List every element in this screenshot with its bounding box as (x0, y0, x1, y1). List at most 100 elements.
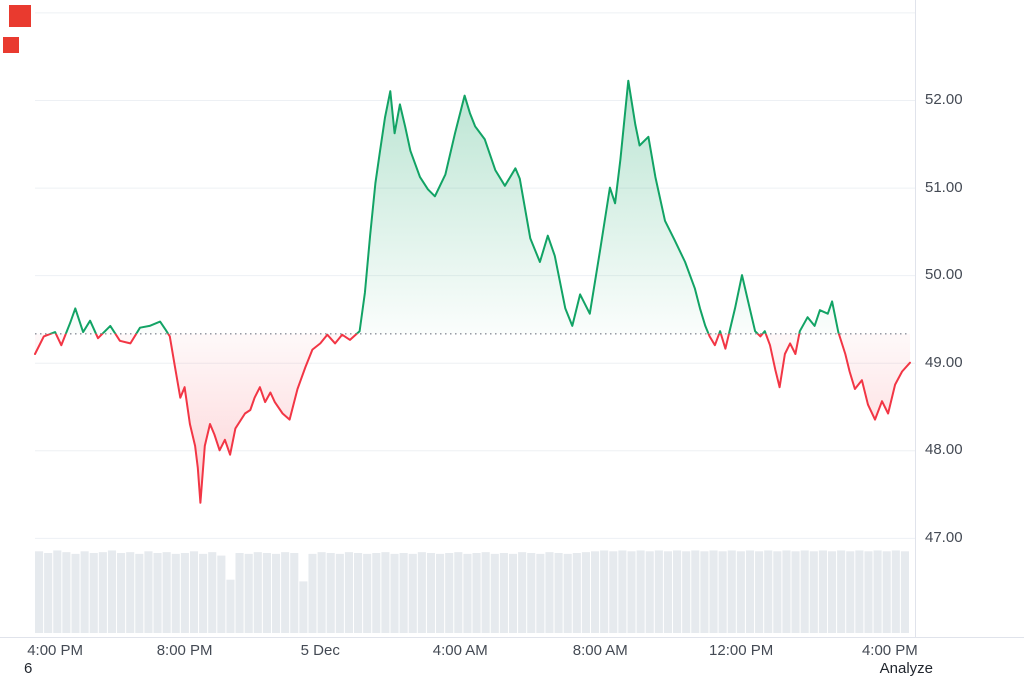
volume-bar (463, 553, 472, 633)
volume-bar (390, 553, 399, 633)
volume-bar (44, 553, 53, 633)
volume-bar (618, 550, 627, 633)
volume-bar (199, 553, 208, 633)
volume-bar (454, 552, 463, 633)
volume-bar (682, 551, 691, 633)
volume-bar (208, 552, 217, 633)
red-marker-bottom-icon (3, 37, 19, 53)
volume-bar (581, 552, 590, 633)
volume-bar (891, 550, 900, 633)
price-tick-label: 50.00 (925, 266, 963, 284)
volume-bar (791, 551, 800, 633)
time-tick-label: 5 Dec (300, 642, 340, 659)
volume-bar (718, 551, 727, 633)
price-tick-label: 52.00 (925, 91, 963, 108)
volume-bar (281, 552, 290, 633)
volume-bar (809, 551, 818, 633)
volume-bar (326, 553, 335, 633)
price-tick-label: 51.00 (925, 178, 963, 196)
volume-bar (153, 553, 162, 633)
volume-bar (426, 553, 436, 633)
volume-bar (317, 552, 326, 633)
red-marker-top-icon (9, 5, 31, 27)
volume-bar (53, 550, 62, 633)
volume-bar (590, 551, 600, 633)
volume-bar (89, 553, 98, 633)
volume-bar (782, 550, 791, 633)
volume-bar (299, 581, 308, 633)
volume-bar (536, 553, 545, 633)
price-line-up (47, 79, 840, 334)
time-axis[interactable]: 4:00 PM 8:00 PM 5 Dec 4:00 AM 8:00 AM 12:00 P… (0, 637, 918, 663)
volume-bar (381, 552, 390, 633)
volume-bar (855, 550, 864, 633)
price-line-down (34, 333, 911, 504)
volume-bar (335, 553, 344, 633)
volume-bar (490, 553, 499, 633)
area-fill-down (35, 333, 910, 503)
volume-bar (417, 552, 426, 633)
price-tick-label: 47.00 (925, 528, 963, 546)
volume-bar (600, 550, 609, 633)
volume-bar (363, 553, 372, 633)
volume-bar (700, 551, 709, 633)
volume-bar (271, 553, 281, 633)
volume-bar (80, 551, 89, 633)
volume-bar (189, 551, 199, 633)
volume-bar (472, 553, 481, 633)
volume-bar (673, 550, 682, 633)
volume-bar (527, 553, 536, 633)
volume-bar (709, 550, 718, 633)
analyze-link[interactable]: Analyze (879, 660, 933, 677)
volume-bar (399, 553, 408, 633)
time-tick-label: 4:00 PM (861, 642, 918, 659)
volume-bar (554, 553, 563, 633)
time-tick-label: 8:00 PM (156, 642, 213, 659)
volume-bar (126, 552, 135, 633)
volume-bar (800, 550, 809, 633)
volume-bar (180, 553, 189, 633)
volume-bar (609, 551, 618, 633)
volume-bar (372, 553, 381, 633)
volume-bar (217, 555, 226, 633)
volume-bar (846, 551, 855, 633)
volume-bar (171, 553, 180, 633)
volume-bar (864, 551, 873, 633)
volume-bar (162, 552, 171, 633)
price-tick-label: 48.00 (925, 441, 963, 459)
price-tick-label: 49.00 (925, 353, 963, 371)
volume-bar (71, 553, 80, 633)
volume-bar (290, 553, 299, 633)
volume-bar (107, 550, 117, 633)
volume-bar (308, 553, 317, 633)
volume-bar (508, 553, 518, 633)
volume-bar (253, 552, 262, 633)
volume-bar (627, 551, 636, 633)
volume-bar (837, 550, 846, 633)
time-tick-label: 4:00 PM (27, 642, 84, 659)
time-tick-label: 12:00 PM (709, 642, 774, 659)
volume-bar (35, 551, 44, 633)
volume-bar (117, 553, 126, 633)
price-axis[interactable]: 52.00 51.00 50.00 49.00 48.00 47.00 (915, 0, 1024, 637)
volume-bar (745, 550, 755, 633)
volume-bar (481, 552, 490, 633)
volume-bar (900, 551, 909, 633)
volume-bar (235, 553, 244, 633)
volume-bar (545, 552, 554, 633)
volume-bar (135, 553, 144, 633)
volume-bar (645, 551, 654, 633)
volume-bar (436, 553, 445, 633)
volume-bar (572, 553, 581, 633)
time-tick-label: 8:00 AM (572, 642, 628, 659)
volume-bar (727, 550, 736, 633)
volume-bar (563, 553, 572, 633)
volume-bar (764, 550, 773, 633)
volume-bar (663, 551, 673, 633)
volume-bar (244, 553, 253, 633)
volume-bar (818, 550, 827, 633)
volume-bar (445, 553, 454, 633)
volume-bar (144, 551, 153, 633)
volume-bar (226, 579, 235, 633)
